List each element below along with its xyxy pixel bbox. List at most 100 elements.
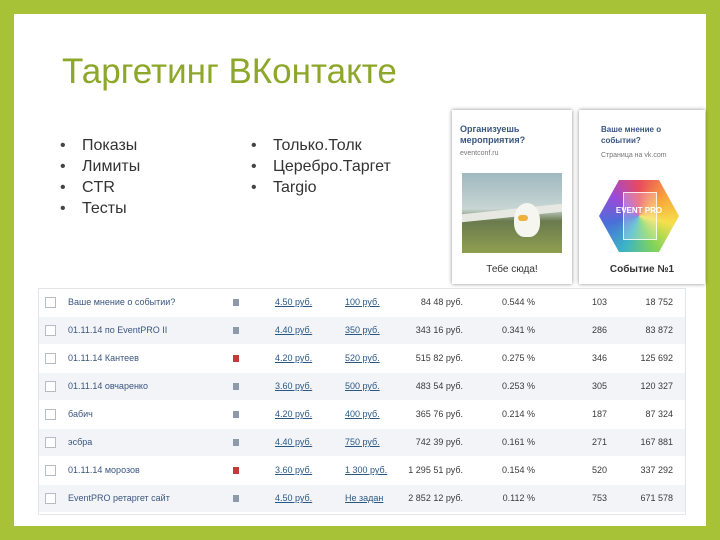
ad-subtitle: eventconf.ru xyxy=(460,150,499,157)
status-paused-icon[interactable] xyxy=(233,467,239,474)
impressions-value: 167 881 xyxy=(640,437,673,447)
status-active-icon[interactable] xyxy=(233,411,239,418)
table-row[interactable]: Ваше мнение о событии? 4.50 руб. 100 руб… xyxy=(39,289,685,316)
ad-name-link[interactable]: EventPRO ретаргет сайт xyxy=(68,493,170,503)
clicks-value: 271 xyxy=(591,437,607,447)
clicks-value: 305 xyxy=(591,381,607,391)
spent-value: 1 295 51 руб. xyxy=(408,465,463,475)
ad-name-link[interactable]: Ваше мнение о событии? xyxy=(68,297,176,307)
row-checkbox[interactable] xyxy=(45,465,56,476)
row-checkbox[interactable] xyxy=(45,381,56,392)
ctr-value: 0.544 % xyxy=(501,297,535,307)
ad-heading: Организуешь мероприятия? xyxy=(460,124,526,145)
table-row[interactable]: 01.11.14 Кантеев 4.20 руб. 520 руб. 515 … xyxy=(39,345,685,372)
bullet-item: Тесты xyxy=(60,198,140,219)
limit-link[interactable]: 350 руб. xyxy=(345,325,380,335)
table-row[interactable]: EventPRO ретаргет сайт 4.50 руб. Не зада… xyxy=(39,485,685,512)
impressions-value: 120 327 xyxy=(640,381,673,391)
impressions-value: 671 578 xyxy=(640,493,673,503)
bullet-item: Церебро.Таргет xyxy=(251,156,391,177)
clicks-value: 520 xyxy=(591,465,607,475)
limit-link[interactable]: 500 руб. xyxy=(345,381,380,391)
spent-value: 483 54 руб. xyxy=(415,381,463,391)
table-row[interactable]: 01.11.14 морозов 3.60 руб. 1 300 руб. 1 … xyxy=(39,457,685,484)
ad-name-link[interactable]: 01.11.14 по EventPRO II xyxy=(68,325,168,335)
spent-value: 2 852 12 руб. xyxy=(408,493,463,503)
spent-value: 515 82 руб. xyxy=(415,353,463,363)
limit-link[interactable]: 100 руб. xyxy=(345,297,380,307)
table-row[interactable]: эсбра 4.40 руб. 750 руб. 742 39 руб. 0.1… xyxy=(39,429,685,456)
impressions-value: 18 752 xyxy=(645,297,673,307)
row-checkbox[interactable] xyxy=(45,437,56,448)
ad-heading: Ваше мнение о событии? xyxy=(601,125,662,145)
bid-link[interactable]: 4.40 руб. xyxy=(275,437,313,447)
spent-value: 343 16 руб. xyxy=(415,325,463,335)
ctr-value: 0.112 % xyxy=(502,493,535,503)
table-row[interactable]: бабич 4.20 руб. 400 руб. 365 76 руб. 0.2… xyxy=(39,401,685,428)
status-active-icon[interactable] xyxy=(233,327,239,334)
ad-subtitle: Страница на vk.com xyxy=(601,152,667,159)
bullet-list-right: Только.Толк Церебро.Таргет Targio xyxy=(251,135,391,198)
ad-name-link[interactable]: бабич xyxy=(68,409,93,419)
spent-value: 84 48 руб. xyxy=(420,297,463,307)
ads-stats-table: Ваше мнение о событии? 4.50 руб. 100 руб… xyxy=(38,288,686,515)
spent-value: 365 76 руб. xyxy=(415,409,463,419)
bid-link[interactable]: 4.50 руб. xyxy=(275,297,313,307)
ctr-value: 0.275 % xyxy=(501,353,535,363)
status-paused-icon[interactable] xyxy=(233,355,239,362)
bid-link[interactable]: 4.40 руб. xyxy=(275,325,313,335)
bid-link[interactable]: 3.60 руб. xyxy=(275,465,313,475)
event-pro-logo-icon: EVENT PRO xyxy=(599,180,679,252)
limit-link[interactable]: 520 руб. xyxy=(345,353,380,363)
ad-photo-goose xyxy=(462,173,562,253)
row-checkbox[interactable] xyxy=(45,353,56,364)
bid-link[interactable]: 4.20 руб. xyxy=(275,353,313,363)
row-checkbox[interactable] xyxy=(45,325,56,336)
clicks-value: 103 xyxy=(591,297,607,307)
limit-link[interactable]: Не задан xyxy=(345,493,384,503)
bid-link[interactable]: 4.20 руб. xyxy=(275,409,313,419)
slide-title: Таргетинг ВКонтакте xyxy=(62,52,397,91)
row-checkbox[interactable] xyxy=(45,493,56,504)
ctr-value: 0.154 % xyxy=(501,465,535,475)
row-checkbox[interactable] xyxy=(45,409,56,420)
bid-link[interactable]: 4.50 руб. xyxy=(275,493,313,503)
ad-name-link[interactable]: 01.11.14 Кантеев xyxy=(68,353,139,363)
impressions-value: 87 324 xyxy=(645,409,673,419)
ad-name-link[interactable]: 01.11.14 овчаренко xyxy=(68,381,148,391)
bullet-item: Только.Толк xyxy=(251,135,391,156)
ad-name-link[interactable]: эсбра xyxy=(68,437,93,447)
limit-link[interactable]: 750 руб. xyxy=(345,437,380,447)
ctr-value: 0.253 % xyxy=(501,381,535,391)
impressions-value: 337 292 xyxy=(640,465,673,475)
bid-link[interactable]: 3.60 руб. xyxy=(275,381,313,391)
bullet-list-left: Показы Лимиты CTR Тесты xyxy=(60,135,140,219)
bullet-item: Лимиты xyxy=(60,156,140,177)
status-active-icon[interactable] xyxy=(233,383,239,390)
ctr-value: 0.214 % xyxy=(501,409,535,419)
clicks-value: 286 xyxy=(591,325,607,335)
impressions-value: 83 872 xyxy=(645,325,673,335)
impressions-value: 125 692 xyxy=(640,353,673,363)
limit-link[interactable]: 400 руб. xyxy=(345,409,380,419)
status-active-icon[interactable] xyxy=(233,439,239,446)
status-active-icon[interactable] xyxy=(233,495,239,502)
bullet-item: CTR xyxy=(60,177,140,198)
ad-preview-eventconf[interactable]: Организуешь мероприятия? eventconf.ru Те… xyxy=(452,110,572,284)
ctr-value: 0.341 % xyxy=(501,325,535,335)
status-active-icon[interactable] xyxy=(233,299,239,306)
table-row[interactable]: 01.11.14 по EventPRO II 4.40 руб. 350 ру… xyxy=(39,317,685,344)
ad-footer: Событие №1 xyxy=(609,264,675,275)
bullet-item: Показы xyxy=(60,135,140,156)
clicks-value: 753 xyxy=(591,493,607,503)
spent-value: 742 39 руб. xyxy=(415,437,463,447)
clicks-value: 346 xyxy=(591,353,607,363)
table-row[interactable]: 01.11.14 овчаренко 3.60 руб. 500 руб. 48… xyxy=(39,373,685,400)
limit-link[interactable]: 1 300 руб. xyxy=(345,465,388,475)
ad-preview-eventpro[interactable]: Ваше мнение о событии? Страница на vk.co… xyxy=(579,110,705,284)
bullet-item: Targio xyxy=(251,177,391,198)
row-checkbox[interactable] xyxy=(45,297,56,308)
ad-name-link[interactable]: 01.11.14 морозов xyxy=(68,465,140,475)
ctr-value: 0.161 % xyxy=(501,437,535,447)
